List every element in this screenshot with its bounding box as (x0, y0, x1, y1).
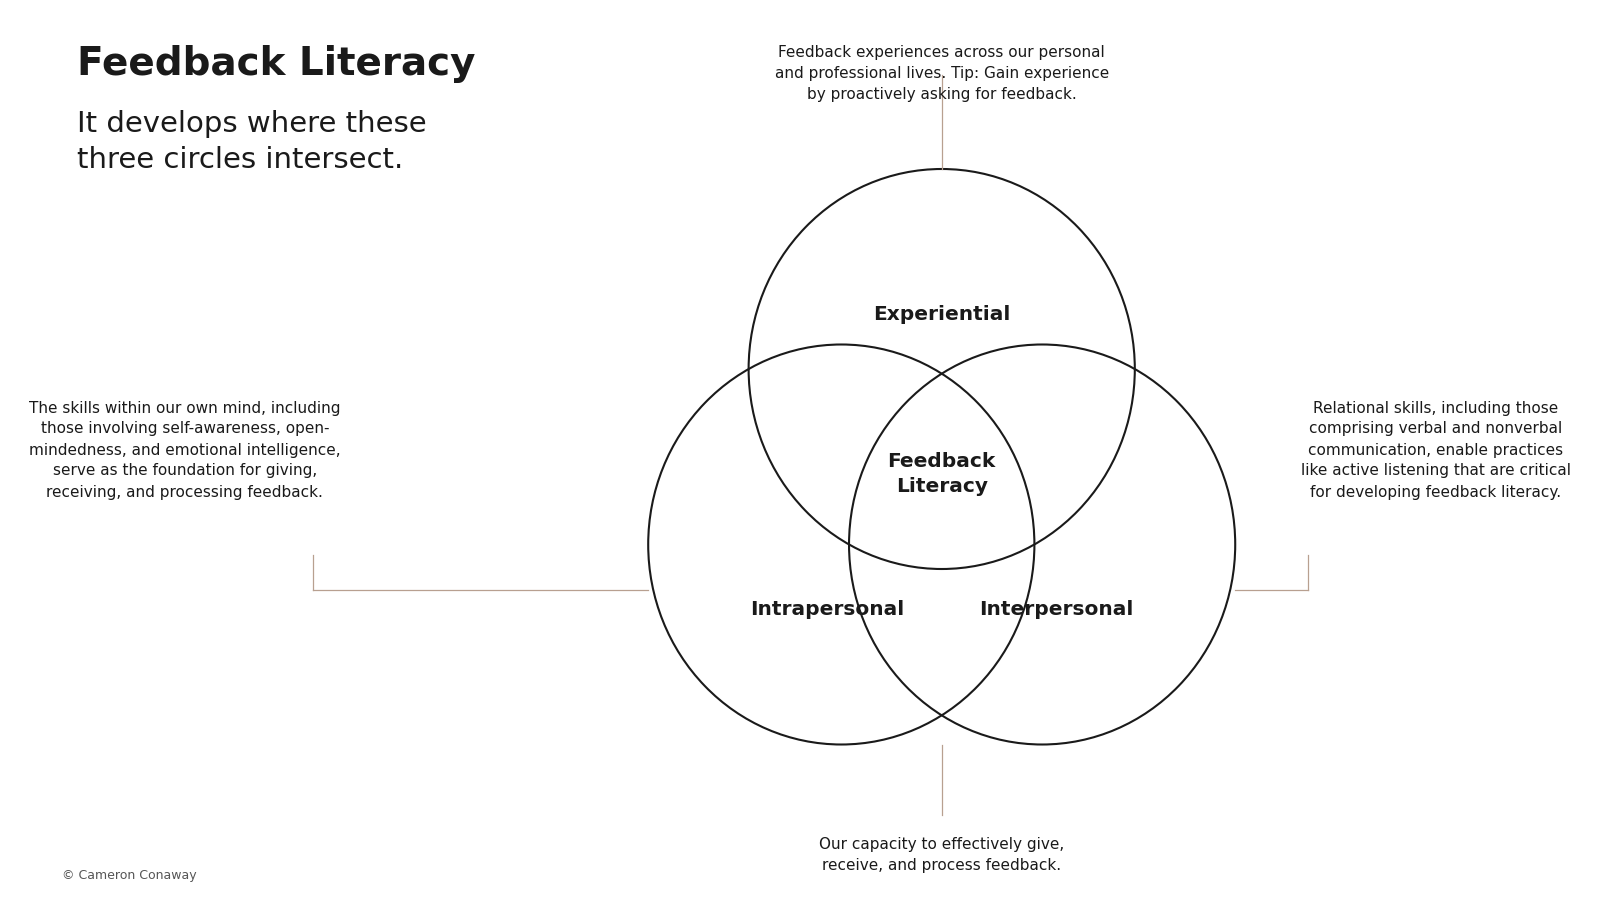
Text: Feedback
Literacy: Feedback Literacy (888, 452, 995, 496)
Text: Interpersonal: Interpersonal (979, 600, 1134, 619)
Text: © Cameron Conaway: © Cameron Conaway (62, 869, 197, 882)
Text: Feedback Literacy: Feedback Literacy (77, 45, 475, 83)
Text: Feedback experiences across our personal
and professional lives. Tip: Gain exper: Feedback experiences across our personal… (774, 45, 1109, 102)
Text: It develops where these
three circles intersect.: It develops where these three circles in… (77, 110, 426, 174)
Text: Experiential: Experiential (874, 304, 1011, 323)
Text: Relational skills, including those
comprising verbal and nonverbal
communication: Relational skills, including those compr… (1301, 400, 1571, 500)
Text: The skills within our own mind, including
those involving self-awareness, open-
: The skills within our own mind, includin… (29, 400, 341, 500)
Text: Intrapersonal: Intrapersonal (750, 600, 904, 619)
Text: Our capacity to effectively give,
receive, and process feedback.: Our capacity to effectively give, receiv… (819, 837, 1064, 873)
